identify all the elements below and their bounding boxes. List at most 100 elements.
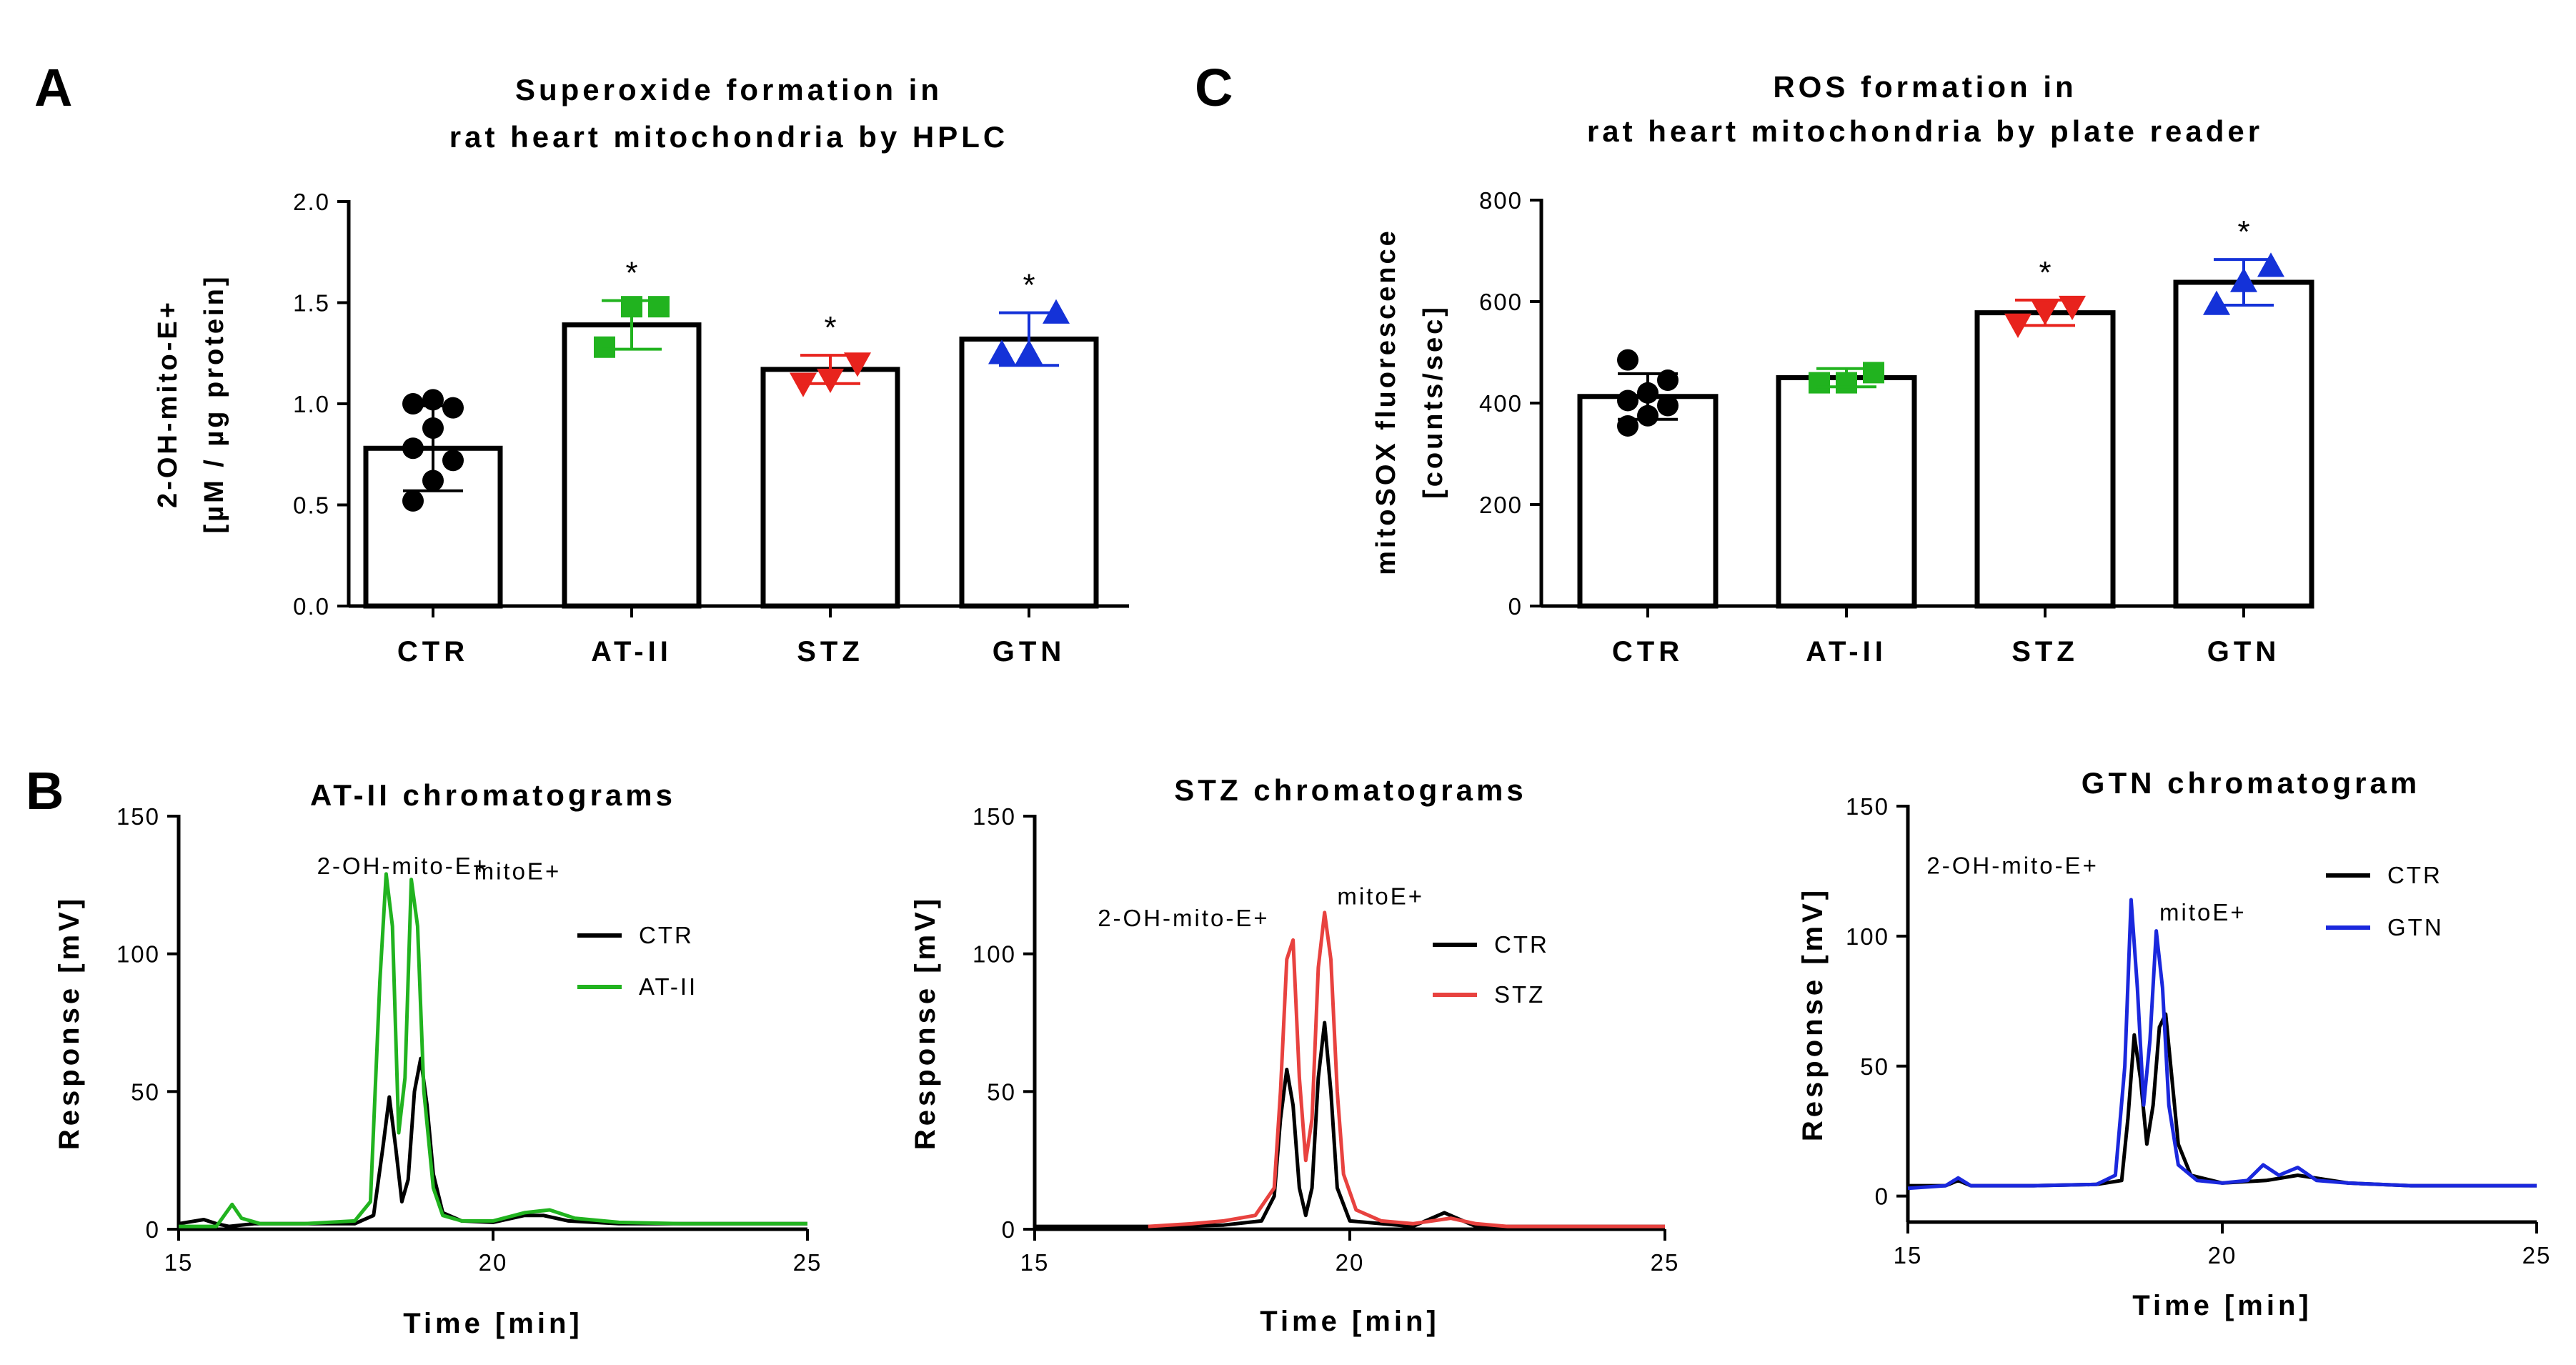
x-tick-label: 15: [164, 1249, 194, 1276]
x-tick-label: 25: [1651, 1249, 1680, 1276]
peak-annotation: 2-OH-mito-E+: [1926, 853, 2098, 879]
data-point: [988, 339, 1015, 364]
data-point: [442, 450, 464, 472]
y-tick-label: 0.0: [293, 593, 330, 620]
y-axis-label: Response [mV]: [1797, 887, 1829, 1141]
peak-annotation: mitoE+: [1337, 883, 1424, 909]
bar: [959, 336, 1099, 609]
x-tick-label: 15: [1020, 1249, 1050, 1276]
chart-b-at-ii-chromatograms: AT-II chromatograms Response [mV] Time [mi…: [54, 778, 822, 1339]
category-label: STZ: [2011, 636, 2079, 667]
y-axis-label: Response [mV]: [54, 895, 85, 1150]
peak-annotation: 2-OH-mito-E+: [1098, 905, 1269, 931]
series-line-ctr: [1908, 1012, 2537, 1188]
y-tick-label: 150: [1846, 793, 1889, 820]
data-point: [402, 393, 424, 415]
x-axis-label: Time [min]: [2132, 1290, 2312, 1321]
bar: [562, 322, 702, 609]
significance-marker: *: [824, 310, 836, 345]
chart-c-ros-plate-reader: ROS formation in rat heart mitochondria b…: [1371, 70, 2314, 667]
y-tick-label: 0: [1875, 1183, 1889, 1210]
chart-title-line: rat heart mitochondria by plate reader: [1587, 114, 2263, 148]
data-point: [1617, 389, 1638, 412]
legend-label: CTR: [639, 922, 694, 948]
chart-title: STZ chromatograms: [1174, 773, 1526, 807]
y-tick-label: 400: [1479, 390, 1523, 417]
data-point: [2203, 290, 2230, 315]
category-label: STZ: [797, 636, 864, 667]
bar: [1577, 394, 1719, 609]
panel-letter-a: A: [34, 58, 72, 117]
data-point: [594, 336, 615, 358]
bar: [760, 367, 900, 609]
y-tick-label: 100: [1846, 923, 1889, 950]
x-tick-label: 20: [2208, 1242, 2237, 1269]
chart-title: GTN chromatogram: [2082, 766, 2420, 800]
data-point: [1617, 349, 1638, 371]
series-line-ctr: [1035, 1021, 1665, 1228]
y-tick-label: 600: [1479, 289, 1523, 315]
data-point: [2059, 295, 2086, 321]
legend-label: CTR: [1494, 931, 1549, 958]
significance-marker: *: [1023, 268, 1035, 303]
legend-label: AT-II: [639, 973, 697, 1000]
peak-annotation: 2-OH-mito-E+: [317, 853, 489, 879]
y-tick-label: 50: [1860, 1053, 1889, 1080]
y-tick-label: 200: [1479, 492, 1523, 518]
panel-letter-b: B: [26, 761, 64, 820]
y-tick-label: 2.0: [293, 189, 330, 215]
chart-title-line: Superoxide formation in: [515, 73, 943, 106]
category-label: AT-II: [1806, 636, 1887, 667]
data-point: [402, 490, 424, 512]
panel-letter-c: C: [1195, 58, 1233, 117]
y-axis-label-line: [counts/sec]: [1418, 304, 1448, 499]
x-tick-label: 25: [793, 1249, 822, 1276]
significance-marker: *: [2039, 255, 2051, 290]
data-point: [1863, 362, 1884, 384]
x-tick-label: 15: [1894, 1242, 1923, 1269]
y-axis-label: Response [mV]: [910, 895, 941, 1150]
chart-title-line: ROS formation in: [1773, 70, 2077, 104]
y-tick-label: 100: [116, 941, 160, 968]
x-tick-label: 20: [1336, 1249, 1365, 1276]
data-point: [2257, 252, 2284, 277]
y-tick-label: 50: [987, 1078, 1016, 1105]
series-line-stz: [1148, 910, 1665, 1228]
chart-title: AT-II chromatograms: [310, 778, 676, 812]
category-label: CTR: [397, 636, 469, 667]
data-point: [1809, 372, 1830, 394]
y-tick-label: 1.0: [293, 391, 330, 417]
category-label: GTN: [993, 636, 1065, 667]
peak-annotation: mitoE+: [474, 858, 562, 885]
significance-marker: *: [625, 256, 637, 291]
y-tick-label: 150: [973, 803, 1016, 830]
bar: [1974, 310, 2116, 609]
y-axis-label-line: 2-OH-mito-E+: [153, 299, 183, 508]
y-tick-label: 0: [1002, 1216, 1016, 1243]
y-tick-label: 150: [116, 803, 160, 830]
chart-b-gtn-chromatogram: GTN chromatogram Response [mV] Time [min] 0…: [1797, 766, 2550, 1321]
bar: [1776, 375, 1917, 609]
x-axis-label: Time [min]: [1260, 1306, 1440, 1337]
bar: [2173, 279, 2314, 609]
legend-label: CTR: [2387, 862, 2442, 888]
data-point: [648, 296, 670, 318]
y-tick-label: 100: [973, 941, 1016, 968]
y-tick-label: 0.5: [293, 492, 330, 519]
chart-a-superoxide-hplc: Superoxide formation in rat heart mitocho…: [153, 73, 1129, 667]
chart-b-stz-chromatograms: STZ chromatograms Response [mV] Time [min]…: [910, 773, 1680, 1337]
data-point: [442, 397, 464, 419]
series-line-at-ii: [179, 872, 807, 1228]
y-tick-label: 50: [131, 1078, 160, 1105]
x-axis-label: Time [min]: [403, 1308, 583, 1339]
category-label: GTN: [2207, 636, 2280, 667]
y-tick-label: 0: [1508, 593, 1523, 620]
x-tick-label: 20: [479, 1249, 508, 1276]
y-axis-label-line: mitoSOX fluorescence: [1371, 228, 1401, 575]
series-line-gtn: [1907, 898, 2537, 1191]
y-axis-label-line: [µM / µg protein]: [199, 274, 229, 534]
series-line-ctr: [178, 1056, 807, 1228]
y-tick-label: 0: [146, 1216, 160, 1243]
peak-annotation: mitoE+: [2159, 899, 2247, 925]
